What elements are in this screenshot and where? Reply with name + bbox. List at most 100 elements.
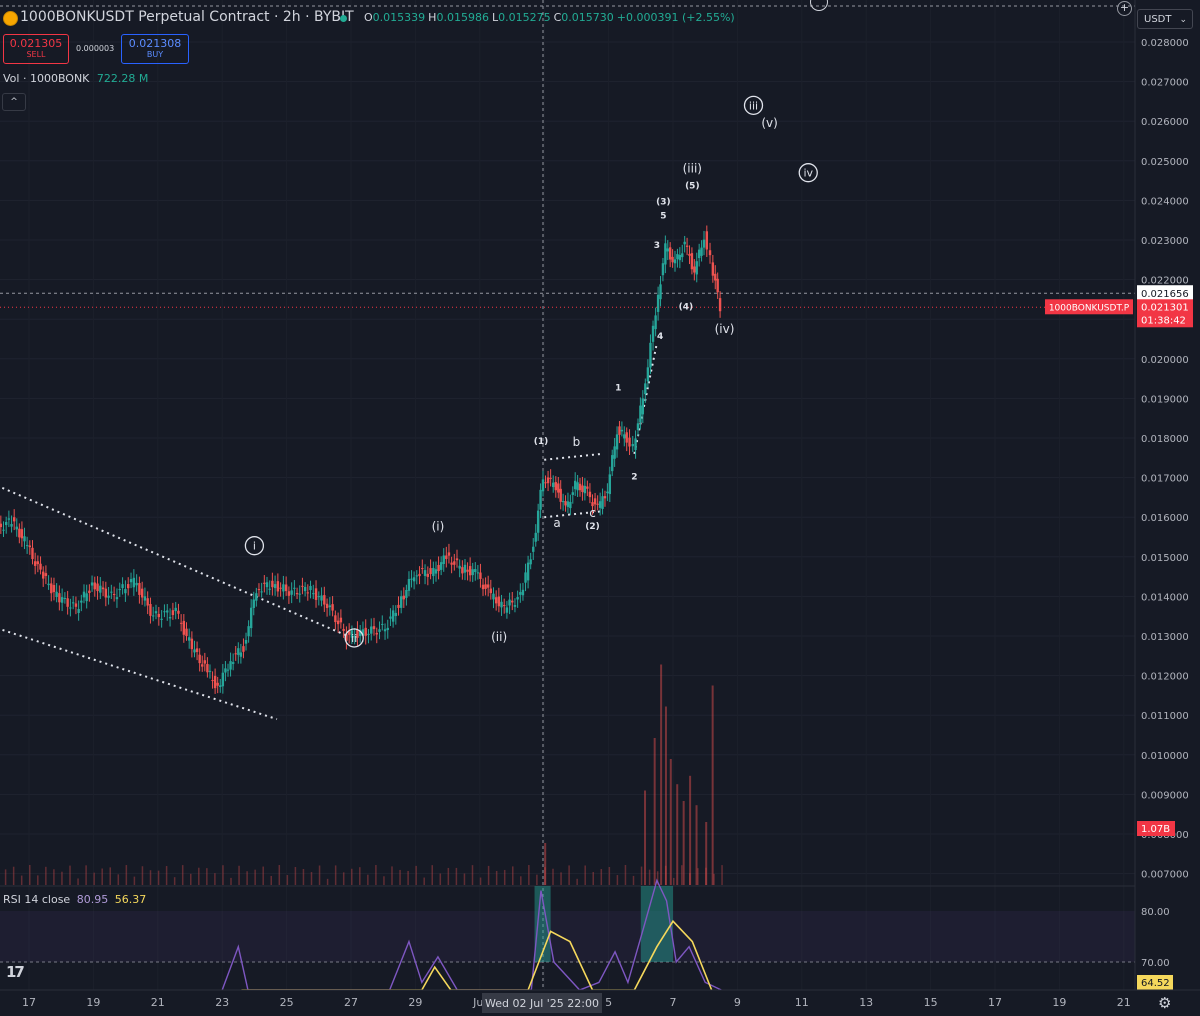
bonk-coin-icon [3, 11, 18, 26]
last-price-label: 0.021301 [1141, 302, 1189, 313]
volume-bar [286, 875, 289, 885]
candle-body [634, 438, 637, 451]
candle-body [445, 555, 448, 559]
ohlc-value: 0.015339 [372, 11, 426, 24]
candle-body [339, 617, 343, 623]
rsi-badge-bg [1137, 975, 1173, 990]
time-axis[interactable]: 17192123252729Jul3579111315171921Wed 02 … [0, 989, 1200, 1016]
candle-body [146, 598, 149, 606]
candle-body [399, 596, 403, 608]
price-axis[interactable]: 0.028000 0.027000 0.026000 0.025000 0.024000… [1045, 0, 1200, 990]
candle-body [641, 398, 645, 415]
sell-button[interactable]: 0.021305 SELL [3, 34, 69, 64]
candle-body [718, 298, 722, 312]
candle-body [52, 585, 56, 593]
volume-bar [608, 866, 611, 885]
collapse-legend-button[interactable]: ^ [2, 93, 26, 111]
wave-label: (3) [656, 197, 671, 207]
candle-body [372, 626, 376, 630]
symbol-title[interactable]: 1000BONKUSDT Perpetual Contract · 2h · B… [20, 9, 354, 25]
candle-body [486, 584, 490, 588]
candle-body [688, 253, 691, 256]
candle-body [546, 477, 550, 484]
candle-body [391, 610, 395, 622]
price-tick-label: 0.019000 [1141, 394, 1189, 405]
candle-body [606, 491, 609, 494]
candle-body [211, 680, 214, 682]
candle-body [534, 532, 537, 542]
spread-value: 0.000003 [76, 44, 115, 53]
candle-body [99, 585, 102, 593]
candle-body [50, 583, 53, 594]
wave-labels: iii(i)(ii)(1) bac(2)12345(3)(5)(iii)(4)(i… [244, 95, 818, 648]
candle-body [598, 501, 602, 508]
volume-bar [141, 866, 144, 885]
candle-body [474, 569, 477, 572]
volume-bar [681, 865, 683, 885]
candle-body [342, 628, 345, 631]
volume-bar [190, 873, 192, 885]
candle-body [526, 562, 530, 581]
wave-label: 2 [631, 473, 637, 483]
rsi-label: RSI 14 close [3, 893, 71, 906]
volume-bar [495, 870, 498, 885]
volume-value: 722.28 M [96, 72, 149, 85]
currency-select[interactable]: USDT ⌄ [1137, 9, 1193, 29]
ohlc-key: H [428, 11, 437, 24]
volume-bar [520, 876, 522, 885]
volume-bar [117, 874, 120, 885]
candle-body [331, 604, 334, 611]
candle-body [237, 648, 240, 655]
candle-body [466, 569, 469, 572]
candle-body [265, 582, 269, 588]
wave-circle [798, 163, 818, 183]
candle-body [33, 561, 37, 566]
ohlc-value: 0.015986 [436, 11, 489, 24]
candle-body [12, 517, 16, 522]
candle-body [23, 536, 26, 542]
volume-bar [439, 873, 442, 885]
candle-body [290, 590, 293, 595]
time-tick-label: 21 [151, 996, 165, 1009]
rsi-level-label: 80.00 [1141, 907, 1170, 918]
wave-label: (v) [761, 116, 777, 130]
candle-body [179, 622, 183, 624]
candle-body [39, 563, 42, 570]
candle-body [378, 629, 381, 632]
candle-body [7, 518, 11, 520]
rsi-level-label: 70.00 [1141, 958, 1170, 969]
wave-label: 1 [615, 384, 621, 394]
wave-label: a [553, 516, 560, 530]
price-tick-label: 0.018000 [1141, 434, 1189, 445]
volume-bar [206, 868, 208, 885]
candle-body [656, 294, 660, 312]
candle-body [31, 547, 34, 560]
tradingview-logo[interactable]: 17 [6, 963, 25, 981]
volume-bar [125, 865, 128, 885]
buy-button[interactable]: 0.021308 BUY [121, 34, 189, 64]
candle-body [129, 579, 133, 583]
candle-body [458, 565, 461, 569]
candle-body [177, 610, 180, 614]
candle-body [375, 632, 378, 635]
symbol-badge-bg [1045, 299, 1133, 315]
grid-lines [0, 0, 1135, 990]
add-plus-button[interactable]: + [1117, 1, 1132, 16]
volume-legend: Vol · 1000BONK 722.28 M [3, 72, 148, 85]
volume-badge-bg [1137, 821, 1175, 836]
candle-body [195, 648, 199, 653]
settings-gear-icon[interactable]: ⚙ [1158, 994, 1172, 1012]
chevron-down-icon: ⌄ [1179, 15, 1187, 25]
candle-body [112, 593, 116, 595]
candle-body [216, 682, 219, 686]
wave-circle [743, 95, 764, 116]
candle-body [661, 263, 665, 276]
candle-body [442, 555, 445, 565]
candle-body [618, 426, 621, 435]
candle-body [557, 483, 560, 493]
volume-bar [415, 865, 417, 885]
candle-body [479, 572, 482, 579]
wave-label: c [589, 506, 596, 520]
candle-body [234, 653, 237, 655]
